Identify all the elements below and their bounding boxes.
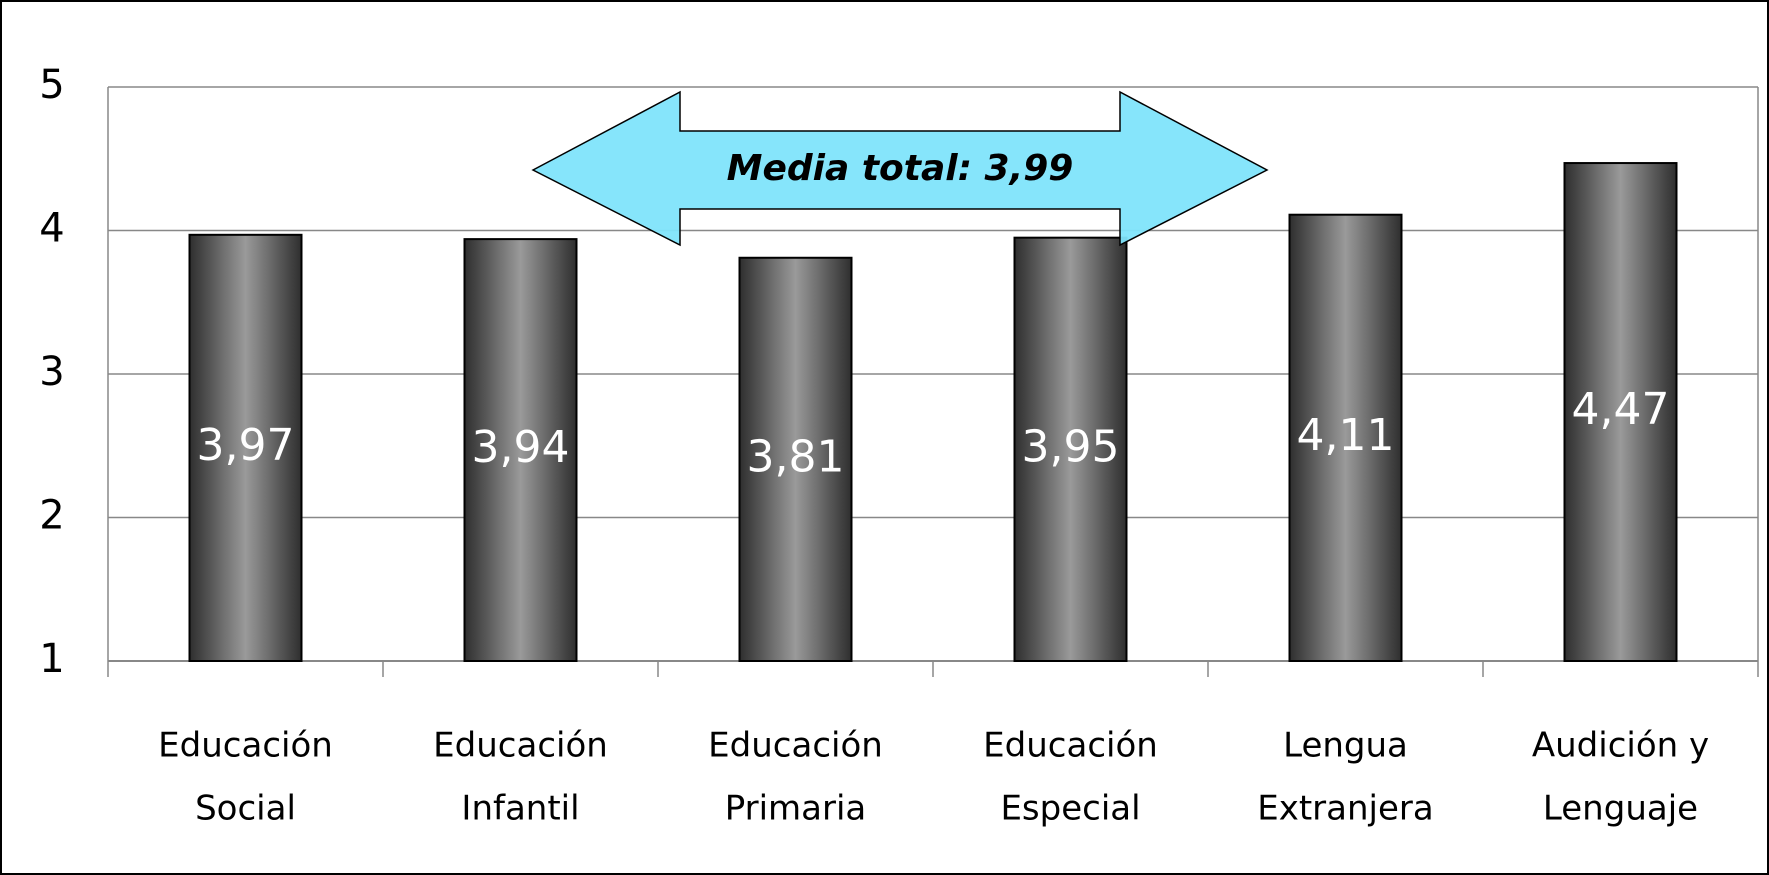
annotation-arrow [531, 90, 1269, 247]
x-tick-label: Lenguaje [1543, 789, 1698, 829]
x-tick-label: Infantil [461, 789, 579, 829]
annotation: Media total: 3,99 [727, 148, 1074, 189]
y-tick-label: 4 [39, 206, 64, 252]
value-label: 4,11 [1297, 410, 1395, 461]
x-tick-label: Especial [1000, 789, 1140, 829]
x-tick-label: Educación [158, 726, 333, 766]
bar [1013, 236, 1128, 663]
bar [1563, 162, 1678, 662]
value-label: 4,47 [1572, 384, 1670, 435]
x-tick-label: Lengua [1283, 726, 1408, 766]
y-tick-label: 3 [39, 349, 64, 395]
x-tick-label: Social [195, 789, 296, 829]
bar [188, 233, 303, 662]
x-tick-label: Primaria [725, 789, 867, 829]
x-tick-label: Extranjera [1257, 789, 1433, 829]
y-tick-label: 1 [39, 636, 64, 682]
x-tick-label: Educación [433, 726, 608, 766]
x-tick-label: Educación [708, 726, 883, 766]
value-label: 3,94 [472, 422, 570, 473]
y-tick-label: 5 [39, 62, 64, 108]
value-label: 3,81 [747, 431, 845, 482]
value-label: 3,97 [197, 420, 295, 471]
bar [1288, 213, 1403, 662]
x-tick-label: Audición y [1532, 726, 1709, 766]
y-tick-label: 2 [39, 493, 64, 539]
x-tick-label: Educación [983, 726, 1158, 766]
bar [463, 238, 578, 663]
value-label: 3,95 [1022, 421, 1120, 472]
bar [738, 256, 853, 662]
